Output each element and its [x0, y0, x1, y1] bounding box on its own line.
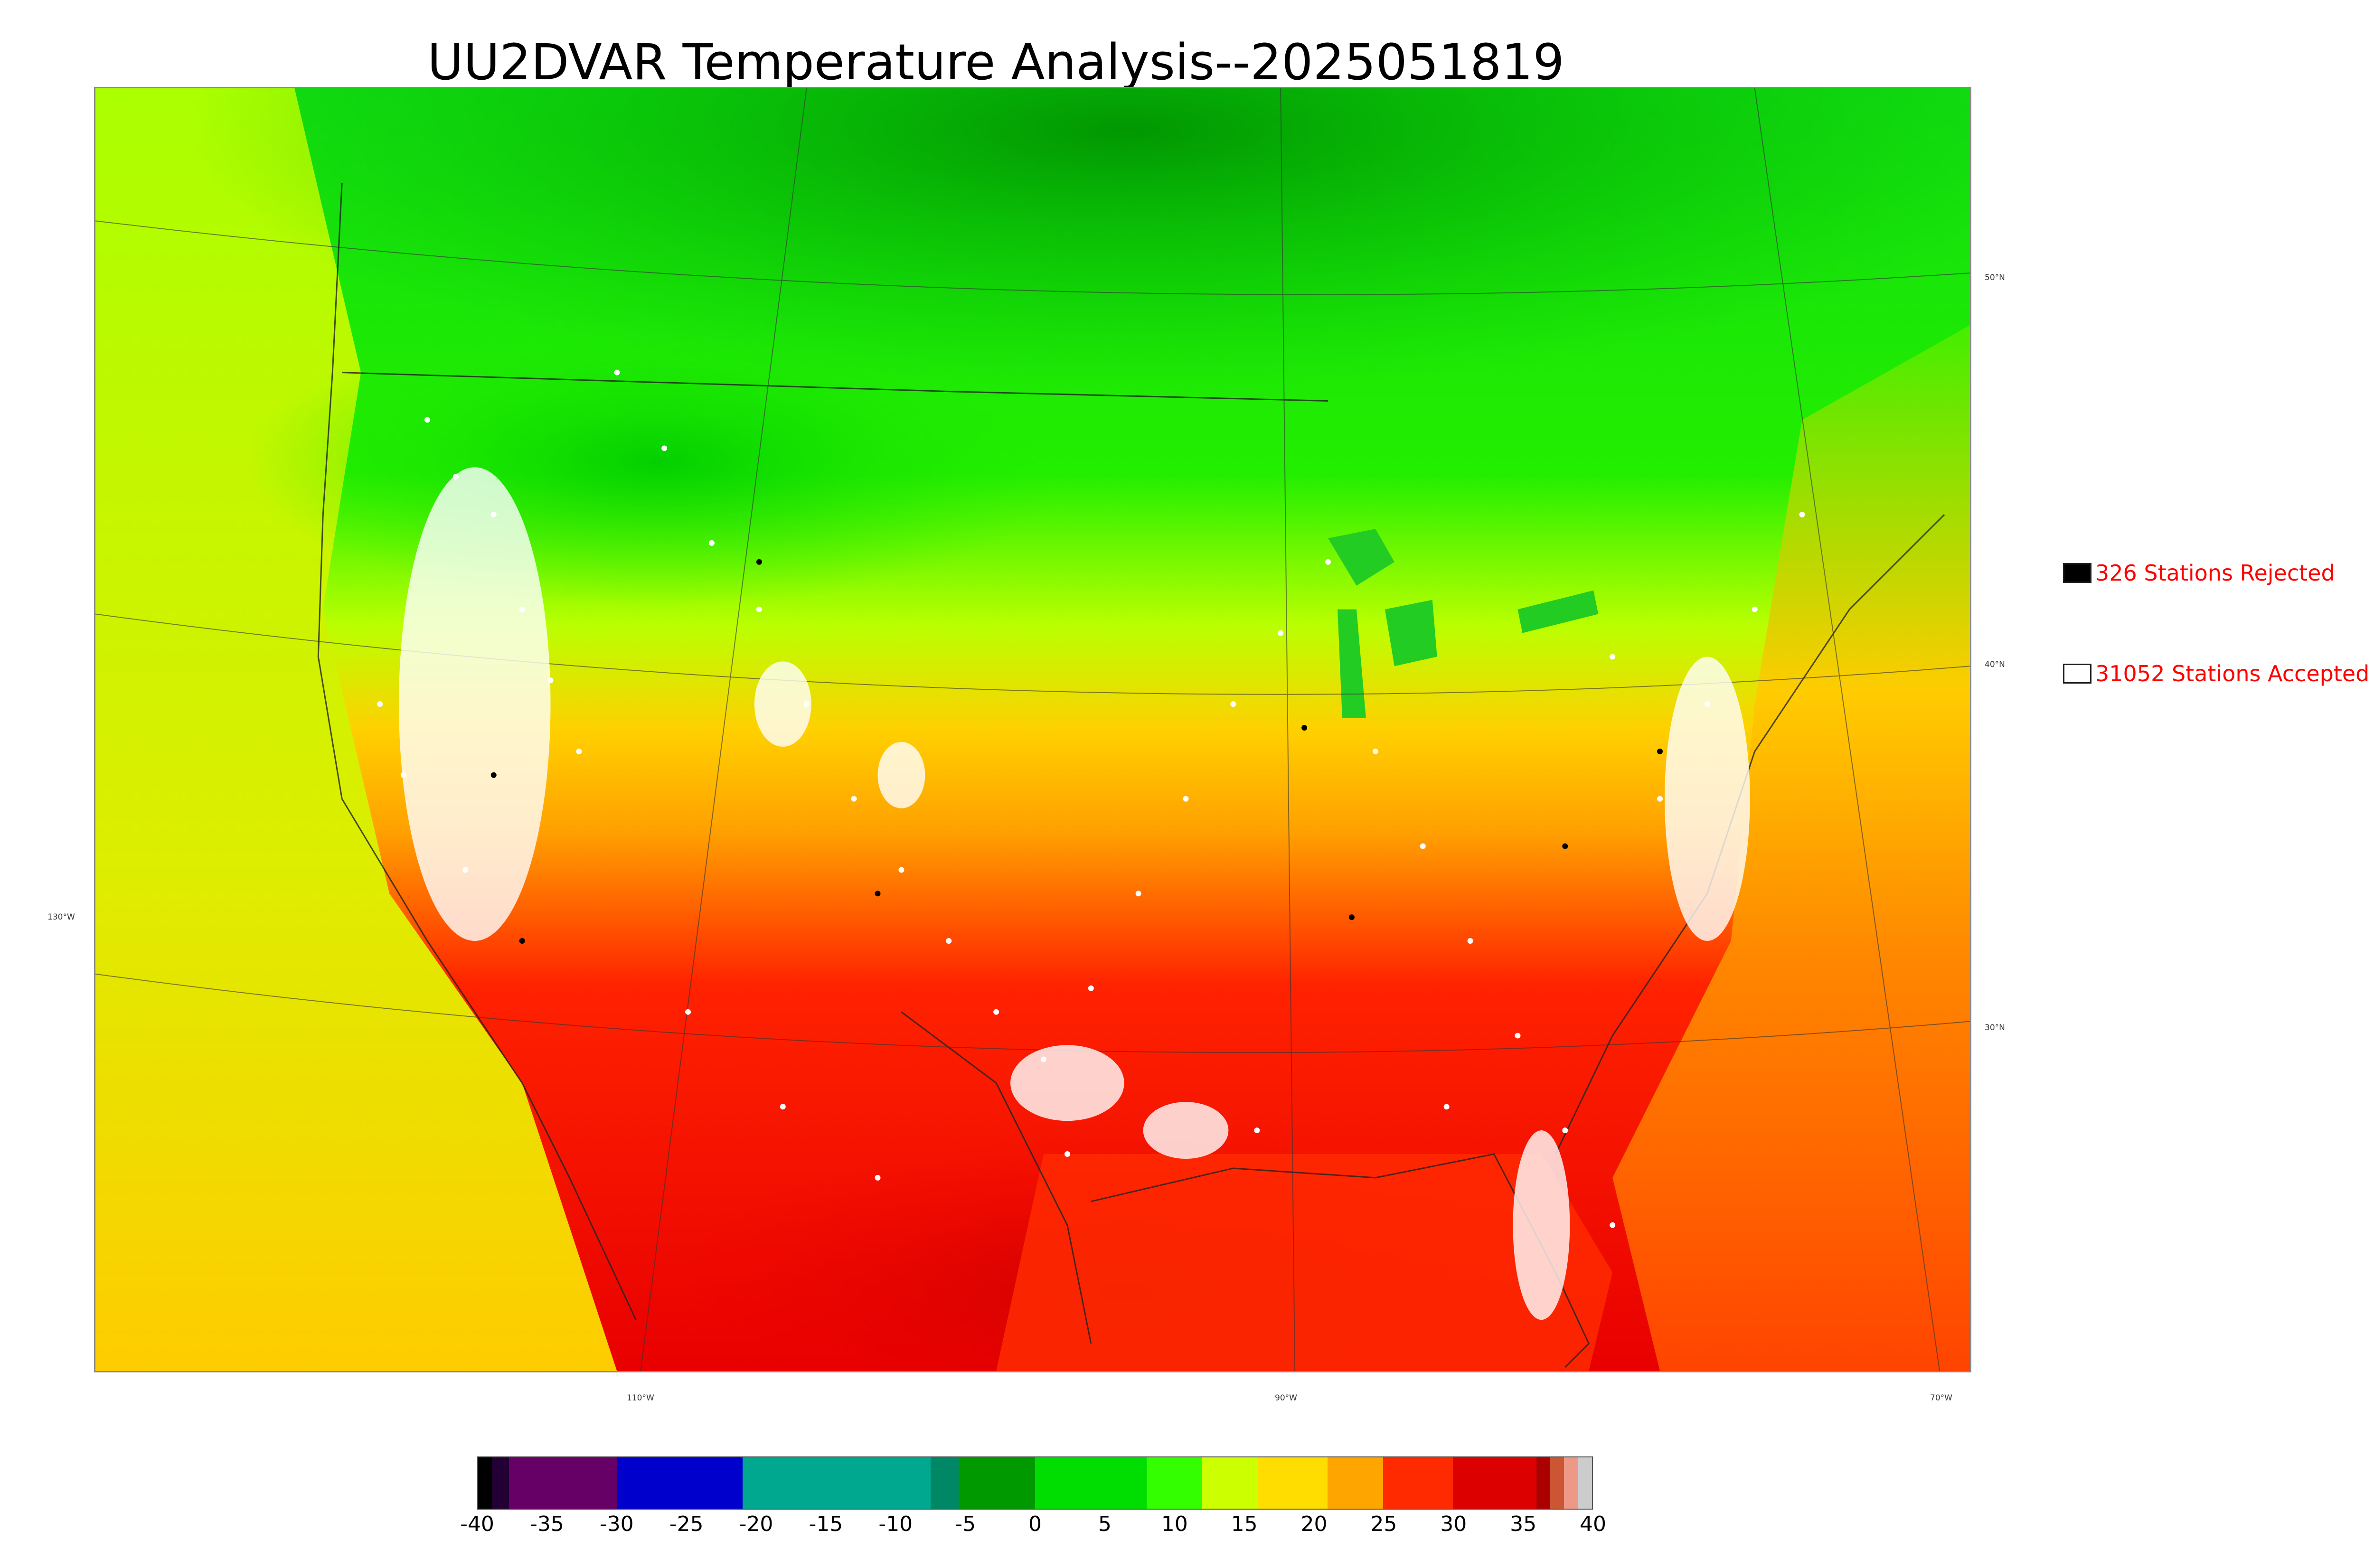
colorbar-segment	[1536, 1457, 1550, 1509]
colorbar-segment	[1550, 1457, 1564, 1509]
colorbar-tick-label: 15	[1231, 1512, 1258, 1536]
colorbar-segment	[1035, 1457, 1147, 1509]
colorbar-segment	[1258, 1457, 1328, 1509]
colorbar-segment	[1202, 1457, 1258, 1509]
colorbar-tick-label: -15	[809, 1512, 843, 1536]
colorbar-tick-label: -35	[529, 1512, 564, 1536]
colorbar-tick-label: -5	[955, 1512, 976, 1536]
colorbar-tick-label: 5	[1098, 1512, 1112, 1536]
colorbar-segment	[931, 1457, 959, 1509]
temperature-field	[95, 88, 1970, 1371]
lat-label-40: 40°N	[1985, 660, 2005, 669]
accepted-swatch	[2063, 664, 2091, 684]
colorbar-segment	[509, 1457, 618, 1509]
lon-label-90: 90°W	[1275, 1393, 1297, 1403]
lat-label-50: 50°N	[1985, 273, 2005, 282]
rejected-swatch	[2063, 563, 2091, 583]
colorbar-segment	[1327, 1457, 1384, 1509]
colorbar-tick-label: -20	[739, 1512, 773, 1536]
rejected-stations	[490, 559, 1663, 944]
colorbar-segment	[1146, 1457, 1202, 1509]
legend-accepted: 31052 Stations Accepted	[2063, 661, 2369, 686]
legend-rejected-label: 326 Stations Rejected	[2095, 560, 2335, 586]
temperature-colorbar	[477, 1456, 1593, 1510]
lon-label-70: 70°W	[1930, 1393, 1952, 1403]
colorbar-segment	[1452, 1457, 1536, 1509]
colorbar-tick-label: 35	[1510, 1512, 1537, 1536]
colorbar-tick-label: -40	[460, 1512, 494, 1536]
colorbar-tick-label: 30	[1440, 1512, 1467, 1536]
colorbar-segment	[492, 1457, 509, 1509]
colorbar-segment	[743, 1457, 931, 1509]
colorbar-tick-label: -10	[878, 1512, 913, 1536]
lat-label-30: 30°N	[1985, 1023, 2005, 1033]
colorbar-tick-label: 40	[1580, 1512, 1606, 1536]
colorbar-segment	[1564, 1457, 1578, 1509]
colorbar-segment	[617, 1457, 743, 1509]
lon-label-130: 130°W	[47, 912, 75, 922]
colorbar-tick-label: 25	[1370, 1512, 1397, 1536]
page-title: UU2DVAR Temperature Analysis--2025051819	[427, 33, 1564, 91]
colorbar-tick-label: 0	[1028, 1512, 1042, 1536]
colorbar-tick-label: 20	[1300, 1512, 1328, 1536]
colorbar-segment	[958, 1457, 1035, 1509]
colorbar-tick-label: -25	[669, 1512, 704, 1536]
colorbar-segment	[1383, 1457, 1453, 1509]
colorbar-segment	[478, 1457, 492, 1509]
legend-accepted-label: 31052 Stations Accepted	[2095, 661, 2370, 686]
colorbar-segment	[1578, 1457, 1592, 1509]
colorbar-tick-label: 10	[1161, 1512, 1188, 1536]
legend-rejected: 326 Stations Rejected	[2063, 560, 2335, 586]
colorbar-tick-label: -30	[599, 1512, 634, 1536]
temperature-map[interactable]	[94, 87, 1971, 1372]
colorbar-ticks: -40 -35 -30 -25 -20 -15 -10 -5 0 5 10 15 20 25 30 35 40	[460, 1512, 1606, 1540]
lon-label-110: 110°W	[627, 1393, 654, 1403]
